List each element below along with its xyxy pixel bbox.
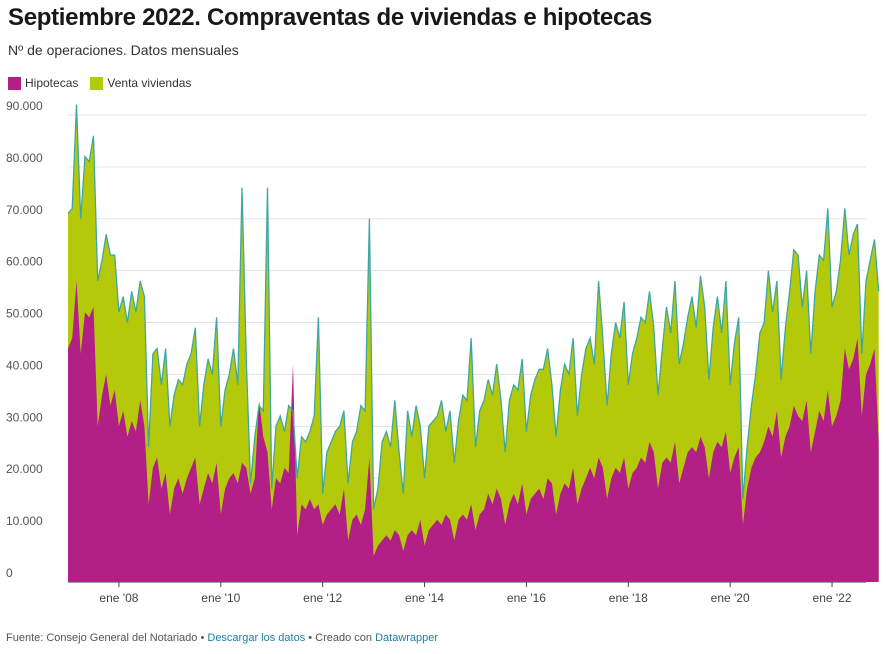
x-tick-label: ene '16 (507, 591, 546, 605)
x-axis: ene '08 ene '10 ene '12 ene '14 ene '16 ene '… (99, 582, 852, 605)
x-tick-label: ene '08 (99, 591, 138, 605)
y-tick-label: 10.000 (6, 514, 43, 528)
y-tick-label: 50.000 (6, 307, 43, 321)
x-tick-label: ene '22 (813, 591, 852, 605)
x-tick-label: ene '12 (303, 591, 342, 605)
source-note: Fuente: Consejo General del Notariado (6, 632, 198, 644)
legend: Hipotecas Venta viviendas (8, 76, 191, 90)
y-tick-label: 30.000 (6, 410, 43, 424)
series-line-venta-viviendas (67, 104, 880, 510)
y-axis: 0 10.000 20.000 30.000 40.000 50.000 60.000 70.… (6, 100, 43, 580)
y-tick-label: 90.000 (6, 100, 43, 113)
legend-swatch-hipotecas (8, 76, 21, 90)
x-tick-label: ene '14 (405, 591, 444, 605)
area-chart: 0 10.000 20.000 30.000 40.000 50.000 60.000 70.… (6, 100, 880, 605)
y-tick-label: 70.000 (6, 203, 43, 217)
created-with-text: • Creado con (305, 632, 376, 644)
datawrapper-link[interactable]: Datawrapper (375, 632, 439, 644)
chart-subtitle: Nº de operaciones. Datos mensuales (8, 42, 239, 58)
download-data-link[interactable]: Descargar los datos (207, 632, 306, 644)
legend-label-ventas: Venta viviendas (107, 76, 192, 90)
series-area-hipotecas (68, 281, 879, 582)
y-tick-label: 40.000 (6, 358, 43, 372)
legend-item-hipotecas: Hipotecas (8, 76, 78, 90)
footer: Fuente: Consejo General del Notariado • … (6, 632, 438, 644)
chart-areas (67, 104, 880, 582)
legend-swatch-ventas (90, 76, 104, 90)
legend-item-ventas: Venta viviendas (90, 76, 191, 90)
chart-title: Septiembre 2022. Compraventas de viviend… (8, 4, 653, 31)
legend-label-hipotecas: Hipotecas (25, 76, 79, 90)
x-tick-label: ene '18 (609, 591, 648, 605)
x-tick-label: ene '20 (711, 591, 750, 605)
footer-separator: • (197, 632, 208, 644)
x-tick-label: ene '10 (201, 591, 240, 605)
y-tick-label: 0 (6, 566, 13, 580)
y-tick-label: 20.000 (6, 462, 43, 476)
y-tick-label: 60.000 (6, 255, 43, 269)
y-tick-label: 80.000 (6, 151, 43, 165)
